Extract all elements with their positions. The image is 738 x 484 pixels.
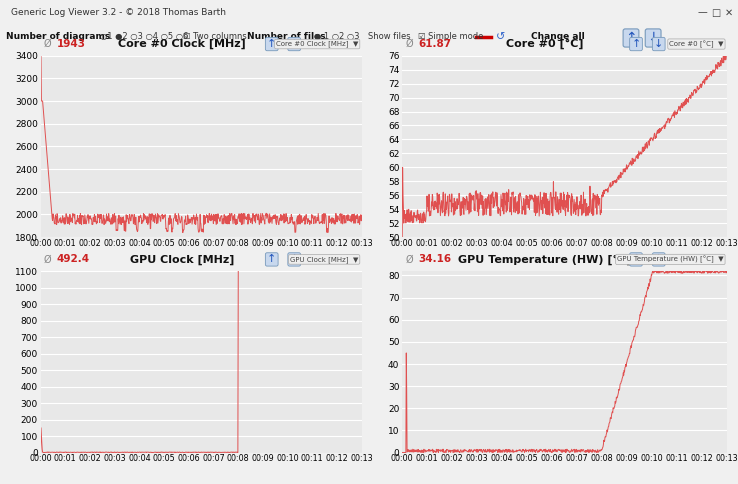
- Text: 61.87: 61.87: [418, 39, 452, 49]
- Text: Ø: Ø: [405, 39, 413, 49]
- Text: Core #0 Clock [MHz]  ▼: Core #0 Clock [MHz] ▼: [276, 41, 359, 47]
- Text: ↑: ↑: [267, 255, 277, 264]
- Text: ✕: ✕: [725, 8, 734, 17]
- Text: GPU Temperature (HW) [°C]  ▼: GPU Temperature (HW) [°C] ▼: [617, 256, 724, 263]
- Text: ↑: ↑: [631, 255, 641, 264]
- Text: ☑ Simple mode: ☑ Simple mode: [418, 32, 484, 41]
- Text: Change all: Change all: [531, 32, 585, 41]
- Text: GPU Clock [MHz]: GPU Clock [MHz]: [130, 254, 234, 265]
- Text: Ø: Ø: [405, 255, 413, 264]
- Text: GPU Clock [MHz]  ▼: GPU Clock [MHz] ▼: [290, 256, 359, 263]
- Text: Core #0 [°C]  ▼: Core #0 [°C] ▼: [669, 40, 724, 48]
- Text: ↓: ↓: [654, 255, 663, 264]
- Text: Ø: Ø: [44, 39, 52, 49]
- Text: Number of diagrams: Number of diagrams: [6, 32, 110, 41]
- Text: Ø: Ø: [44, 255, 52, 264]
- Text: ↓: ↓: [289, 255, 299, 264]
- Text: ● 1 ○2 ○3: ● 1 ○2 ○3: [314, 32, 359, 41]
- Text: ☑ Two columns: ☑ Two columns: [183, 32, 246, 41]
- Text: 1943: 1943: [57, 39, 86, 49]
- Text: ↑: ↑: [625, 31, 637, 45]
- Text: Core #0 Clock [MHz]: Core #0 Clock [MHz]: [118, 39, 246, 49]
- Text: GPU Temperature (HW) [°C]: GPU Temperature (HW) [°C]: [458, 254, 632, 265]
- Text: ↓: ↓: [654, 39, 663, 49]
- Text: ↓: ↓: [289, 39, 299, 49]
- Text: —: —: [697, 8, 708, 17]
- Text: ↓: ↓: [647, 31, 659, 45]
- Text: □: □: [711, 8, 720, 17]
- Text: Core #0 [°C]: Core #0 [°C]: [506, 39, 584, 49]
- Text: ↑: ↑: [631, 39, 641, 49]
- Text: Generic Log Viewer 3.2 - © 2018 Thomas Barth: Generic Log Viewer 3.2 - © 2018 Thomas B…: [11, 8, 226, 17]
- Text: Show files: Show files: [368, 32, 410, 41]
- Text: Number of files: Number of files: [247, 32, 326, 41]
- Text: ○1 ●2 ○3 ○4 ○5 ○6: ○1 ●2 ○3 ○4 ○5 ○6: [100, 32, 188, 41]
- Text: ↑: ↑: [267, 39, 277, 49]
- Text: 492.4: 492.4: [57, 255, 90, 264]
- Text: 34.16: 34.16: [418, 255, 452, 264]
- Text: ↺: ↺: [496, 32, 506, 42]
